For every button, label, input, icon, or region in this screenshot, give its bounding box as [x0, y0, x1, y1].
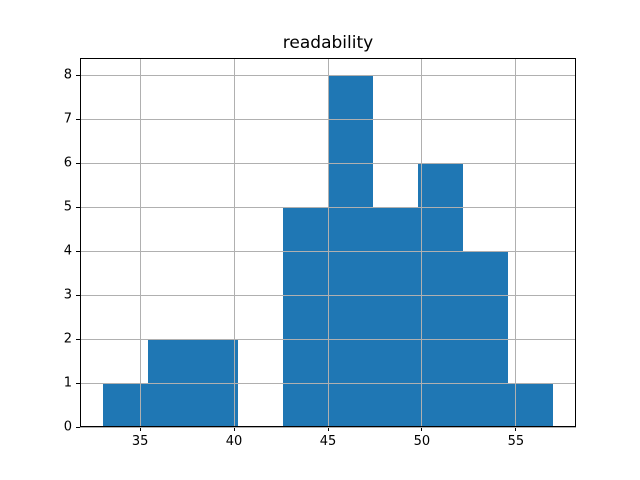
x-tick-label: 55	[507, 434, 525, 450]
x-tick-label: 35	[131, 434, 149, 450]
y-tick-mark	[76, 118, 80, 120]
gridline-x-45	[327, 57, 329, 428]
gridline-x-50	[421, 57, 423, 428]
x-tick-mark	[233, 427, 235, 432]
x-tick-mark	[421, 427, 423, 432]
y-tick-label: 2	[63, 331, 72, 347]
gridline-x-40	[233, 57, 235, 428]
gridline-y-7	[80, 118, 576, 120]
gridline-y-0	[80, 426, 576, 428]
x-tick-label: 50	[413, 434, 431, 450]
plot-area	[80, 57, 576, 428]
y-tick-mark	[76, 294, 80, 296]
gridline-x-35	[139, 57, 141, 428]
chart-title: readability	[282, 33, 374, 53]
y-tick-mark	[76, 426, 80, 428]
y-tick-label: 0	[63, 419, 72, 435]
y-tick-label: 3	[63, 287, 72, 303]
gridline-y-2	[80, 338, 576, 340]
y-tick-label: 1	[63, 375, 72, 391]
y-tick-mark	[76, 338, 80, 340]
gridline-y-4	[80, 250, 576, 252]
histogram-bar	[373, 207, 419, 428]
y-tick-mark	[76, 206, 80, 208]
x-tick-mark	[139, 427, 141, 432]
x-tick-mark	[515, 427, 517, 432]
y-tick-label: 5	[63, 199, 72, 215]
x-tick-mark	[327, 427, 329, 432]
gridline-x-55	[515, 57, 517, 428]
histogram-bar	[282, 207, 328, 428]
histogram-bar	[102, 383, 148, 428]
x-tick-label: 40	[225, 434, 243, 450]
y-tick-label: 7	[63, 111, 72, 127]
y-tick-mark	[76, 162, 80, 164]
y-tick-mark	[76, 382, 80, 384]
y-tick-label: 8	[63, 67, 72, 83]
gridline-y-3	[80, 294, 576, 296]
y-tick-mark	[76, 250, 80, 252]
y-tick-label: 6	[63, 155, 72, 171]
gridline-y-1	[80, 382, 576, 384]
gridline-y-6	[80, 162, 576, 164]
x-tick-label: 45	[319, 434, 337, 450]
gridline-y-8	[80, 74, 576, 76]
y-tick-label: 4	[63, 243, 72, 259]
gridline-y-5	[80, 206, 576, 208]
y-tick-mark	[76, 74, 80, 76]
